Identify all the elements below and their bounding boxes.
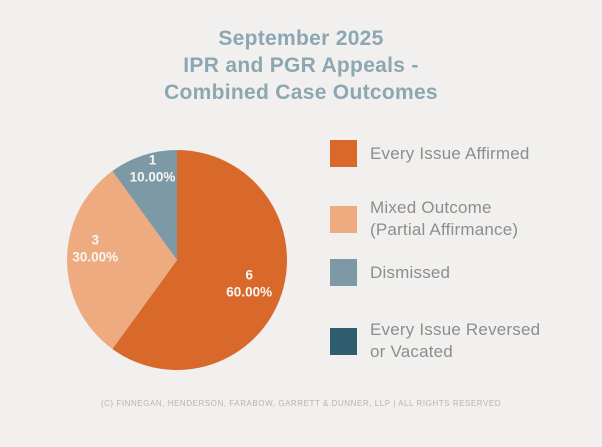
legend-label: Dismissed: [370, 262, 451, 282]
legend-item-4: Every Issue Reversed or Vacated: [330, 319, 540, 363]
chart-title-line-2: IPR and PGR Appeals -: [183, 54, 419, 77]
pie-slice-2: [66, 171, 177, 349]
legend-item-1: Every Issue Affirmed: [330, 140, 530, 167]
chart-legend: Every Issue Affirmed Mixed Outcome (Parti…: [330, 0, 570, 447]
pie-slice-percent-label: 60.00%: [226, 285, 272, 300]
copyright-notice: (C) FINNEGAN, HENDERSON, FARABOW, GARRET…: [100, 399, 502, 408]
pie-slice-1: [112, 150, 287, 371]
legend-item-2: Mixed Outcome (Partial Affirmance): [330, 197, 518, 241]
pie-slice-value-label: 1: [149, 153, 157, 168]
pie-chart: 6 60.00% 3 30.00% 1 10.00%: [66, 149, 288, 371]
pie-slice-value-label: 3: [92, 233, 100, 248]
pie-slice-percent-label: 10.00%: [130, 170, 176, 185]
legend-item-3: Dismissed: [330, 259, 450, 286]
pie-slice-value-label: 6: [245, 268, 253, 283]
pie-slice-percent-label: 30.00%: [72, 250, 118, 265]
legend-label: Mixed Outcome (Partial Affirmance): [370, 198, 519, 239]
legend-label: Every Issue Reversed or Vacated: [370, 320, 541, 361]
chart-title: September 2025 IPR and PGR Appeals - Com…: [0, 25, 602, 106]
legend-swatch: [330, 205, 357, 233]
legend-swatch: [330, 259, 357, 286]
pie-slice-3: [112, 150, 177, 260]
legend-label: Every Issue Affirmed: [370, 143, 530, 163]
legend-swatch: [330, 327, 357, 355]
pie-chart-svg: 6 60.00% 3 30.00% 1 10.00%: [66, 150, 287, 371]
legend-swatch: [330, 140, 357, 167]
chart-title-line-3: Combined Case Outcomes: [164, 81, 438, 104]
chart-title-line-1: September 2025: [218, 27, 384, 50]
